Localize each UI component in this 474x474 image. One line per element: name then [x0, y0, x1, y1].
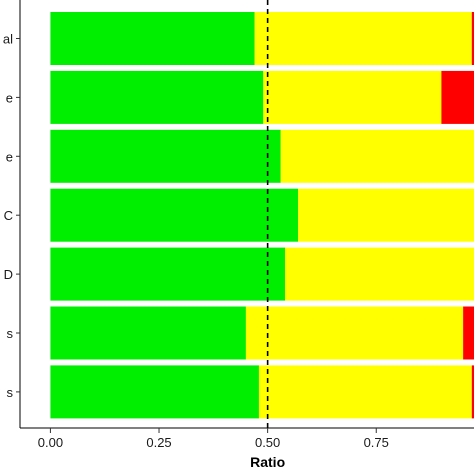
x-tick-label-2: 0.25: [146, 435, 171, 450]
x-axis-title: Ratio: [250, 454, 285, 470]
bar-segment-1-series-1: [50, 12, 255, 65]
bars-group: [50, 12, 474, 419]
y-tick-label-6: s: [7, 326, 14, 341]
axes-group: al e e C Ds s 0.00 0.25 0.50 0.75: [3, 0, 474, 450]
bar-segment-3-series-1: [50, 129, 281, 183]
bar-segment-6-series-1: [50, 306, 246, 360]
x-tick-label-3: 0.50: [255, 435, 280, 450]
x-tick-label-1: 0.00: [38, 435, 63, 450]
bar-segment-6-series-2: [245, 306, 464, 360]
bar-segment-4-series-2: [298, 188, 474, 242]
bar-segment-5-series-2: [285, 247, 474, 301]
bar-segment-1-series-2: [254, 12, 472, 65]
bar-segment-2-series-3: [441, 70, 474, 124]
bar-segment-7-series-2: [258, 365, 472, 419]
bar-segment-2-series-2: [263, 70, 442, 124]
x-tick-label-4: 0.75: [364, 435, 389, 450]
bar-segment-7-series-1: [50, 365, 259, 419]
bar-segment-5-series-1: [50, 247, 286, 301]
bar-segment-4-series-1: [50, 188, 299, 242]
bar-segment-6-series-3: [463, 306, 474, 360]
y-tick-label-2: e: [6, 90, 13, 105]
y-tick-label-7: s: [7, 385, 14, 400]
y-tick-label-4: C: [4, 208, 13, 223]
bar-segment-1-series-3: [471, 12, 474, 65]
y-tick-label-1: al: [3, 32, 13, 47]
bar-segment-7-series-3: [471, 365, 474, 419]
y-tick-label-3: e: [6, 149, 13, 164]
bar-segment-2-series-1: [50, 70, 264, 124]
bar-segment-3-series-2: [280, 129, 474, 183]
y-tick-label-5: D: [4, 267, 13, 282]
